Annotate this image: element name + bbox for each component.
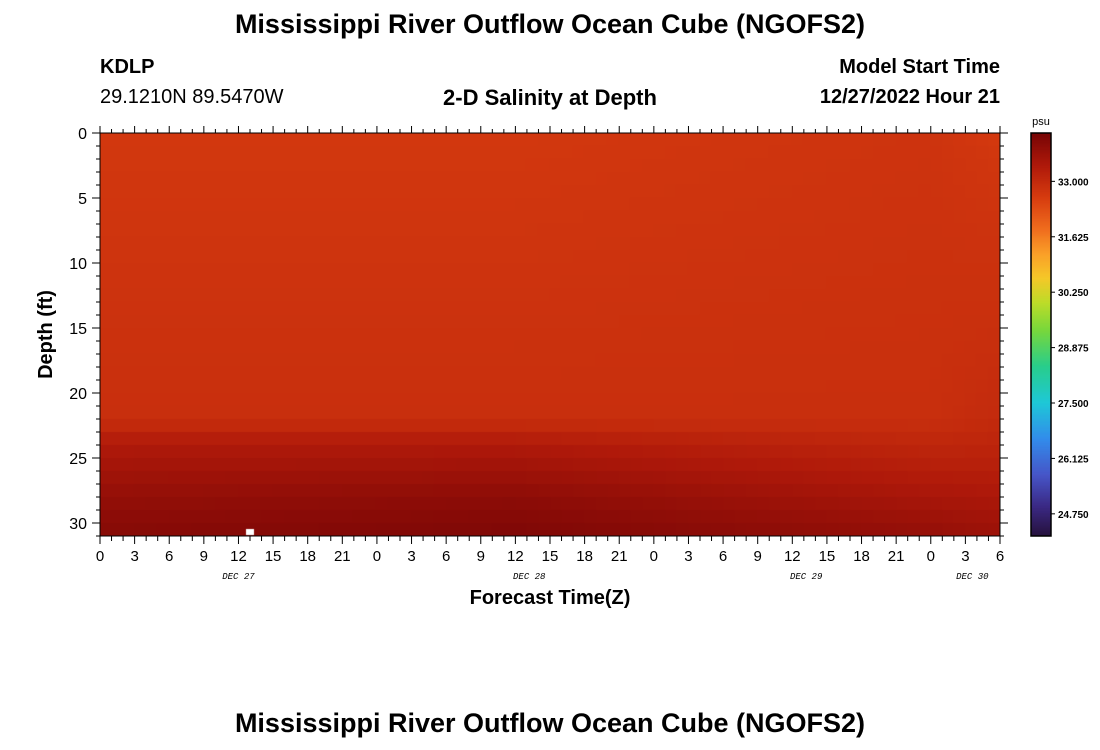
- x-axis-title: Forecast Time(Z): [470, 587, 631, 609]
- colorbar-gradient: [1031, 133, 1051, 536]
- x-tick-label: 3: [130, 548, 138, 565]
- x-tick-label: 12: [784, 548, 801, 565]
- x-tick-label: 15: [819, 548, 836, 565]
- x-tick-label: 6: [442, 548, 450, 565]
- x-tick-label: 0: [927, 548, 935, 565]
- plot-frame: [99, 132, 1001, 537]
- colorbar-tick-label: 31.625: [1058, 233, 1089, 244]
- y-tick-label: 10: [69, 256, 87, 273]
- x-tick-label: 18: [299, 548, 316, 565]
- footer-title: Mississippi River Outflow Ocean Cube (NG…: [234, 708, 866, 738]
- salinity-heatmap: [100, 133, 1000, 536]
- colorbar-tick-label: 30.250: [1058, 288, 1089, 299]
- x-tick-label: 12: [230, 548, 247, 565]
- chart-subtitle: 2-D Salinity at Depth: [443, 85, 657, 110]
- y-tick-label: 25: [69, 451, 87, 468]
- colorbar-tick-label: 27.500: [1058, 399, 1089, 410]
- x-tick-label: 12: [507, 548, 524, 565]
- x-tick-label: 15: [542, 548, 559, 565]
- x-tick-label: 21: [334, 548, 351, 565]
- colorbar-tick-label: 24.750: [1058, 510, 1089, 521]
- x-tick-label: 3: [684, 548, 692, 565]
- y-tick-label: 5: [78, 191, 87, 208]
- station-coordinates: 29.1210N 89.5470W: [100, 86, 284, 108]
- colorbar-frame: [1030, 132, 1052, 537]
- chart-title: Mississippi River Outflow Ocean Cube (NG…: [234, 9, 866, 39]
- x-day-label: DEC 29: [790, 572, 823, 582]
- x-tick-label: 21: [888, 548, 905, 565]
- colorbar-unit: psu: [1032, 116, 1050, 128]
- x-tick-label: 6: [719, 548, 727, 565]
- y-tick-label: 20: [69, 386, 87, 403]
- x-tick-label: 0: [96, 548, 104, 565]
- y-tick-label: 0: [78, 126, 87, 143]
- y-tick-label: 30: [69, 516, 87, 533]
- x-day-label: DEC 27: [222, 572, 255, 582]
- x-day-label: DEC 28: [513, 572, 546, 582]
- x-tick-label: 9: [477, 548, 485, 565]
- colorbar-tick-label: 28.875: [1058, 344, 1089, 355]
- y-tick-label: 15: [69, 321, 87, 338]
- x-day-label: DEC 30: [956, 572, 989, 582]
- y-axis-title: Depth (ft): [35, 290, 57, 379]
- colorbar-tick-label: 26.125: [1058, 454, 1089, 465]
- model-start-value: 12/27/2022 Hour 21: [819, 86, 1000, 108]
- x-tick-label: 9: [754, 548, 762, 565]
- x-tick-label: 21: [611, 548, 628, 565]
- x-tick-label: 15: [265, 548, 282, 565]
- x-tick-label: 18: [853, 548, 870, 565]
- x-tick-label: 6: [996, 548, 1004, 565]
- station-id: KDLP: [100, 56, 155, 78]
- x-tick-label: 3: [961, 548, 969, 565]
- x-tick-label: 0: [650, 548, 658, 565]
- x-tick-label: 0: [373, 548, 381, 565]
- x-tick-label: 9: [200, 548, 208, 565]
- x-tick-label: 6: [165, 548, 173, 565]
- x-tick-label: 3: [407, 548, 415, 565]
- model-start-label: Model Start Time: [839, 56, 1000, 78]
- colorbar-tick-label: 33.000: [1058, 177, 1089, 188]
- x-tick-label: 18: [576, 548, 593, 565]
